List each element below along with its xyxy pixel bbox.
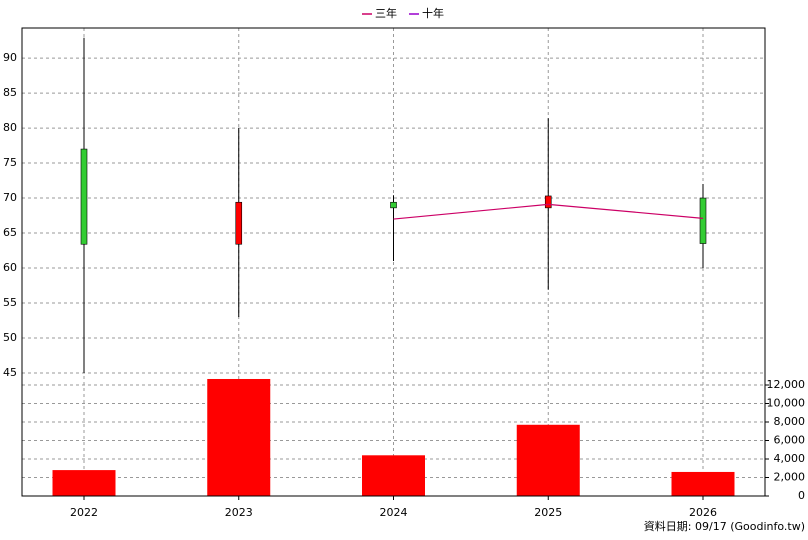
x-tick-label: 2025 [534, 506, 562, 519]
y2-tick-label: 10,000 [767, 397, 806, 410]
y-tick-label: 75 [3, 156, 17, 169]
y-tick-label: 70 [3, 191, 17, 204]
y-tick-label: 80 [3, 121, 17, 134]
candle-body [235, 201, 243, 245]
legend-label: 三年 [375, 6, 397, 20]
y-tick-label: 50 [3, 331, 17, 344]
line-series [393, 203, 704, 220]
x-tick-label: 2024 [380, 506, 408, 519]
y2-tick-label: 8,000 [774, 415, 806, 428]
volume-bar [362, 455, 425, 496]
x-tick-label: 2023 [225, 506, 253, 519]
candle-body [544, 195, 552, 209]
plot-frame [21, 27, 766, 497]
y-tick-label: 85 [3, 86, 17, 99]
x-tick-label: 2026 [689, 506, 717, 519]
y2-tick-label: 4,000 [774, 452, 806, 465]
candle-body [699, 197, 707, 244]
legend-label: 十年 [422, 6, 444, 20]
y2-tick-label: 2,000 [774, 471, 806, 484]
y-tick-label: 45 [3, 366, 17, 379]
volume-bar [207, 378, 271, 496]
x-tick-label: 2022 [70, 506, 98, 519]
candle-body [390, 201, 397, 209]
annotation: 資料日期: 09/17 (Goodinfo.tw) [644, 519, 805, 533]
y-tick-label: 60 [3, 261, 17, 274]
y-tick-label: 55 [3, 296, 17, 309]
volume-bar [671, 471, 735, 496]
y2-tick-label: 6,000 [774, 434, 806, 447]
y-tick-label: 65 [3, 226, 17, 239]
y-tick-label: 90 [3, 51, 17, 64]
volume-bar [52, 470, 116, 496]
y2-tick-label: 0 [798, 489, 805, 502]
candle-body [80, 148, 88, 245]
y2-tick-label: 12,000 [767, 378, 806, 391]
volume-bar [516, 424, 580, 496]
